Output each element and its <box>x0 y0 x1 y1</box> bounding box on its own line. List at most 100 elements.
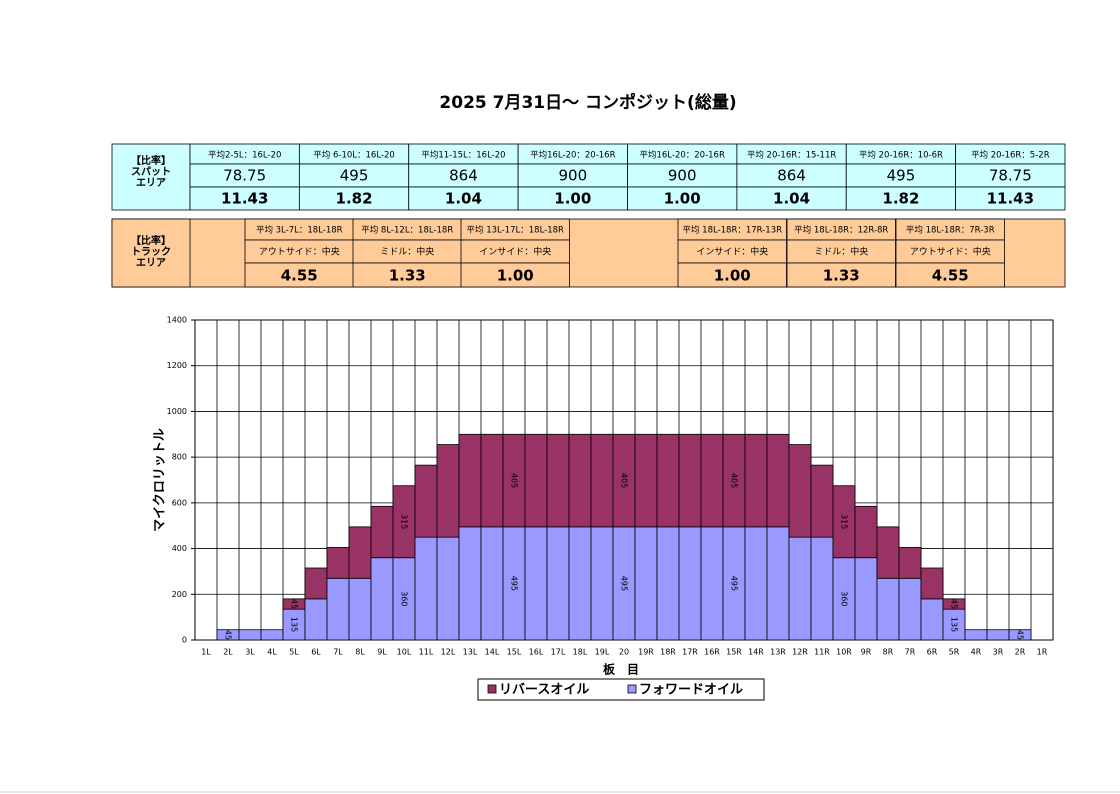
y-tick-label: 600 <box>172 498 187 507</box>
x-tick-label: 17L <box>551 648 566 657</box>
x-tick-label: 12R <box>792 648 808 657</box>
x-tick-label: 10L <box>397 648 412 657</box>
bar-segment <box>590 433 614 528</box>
spot-header: 平均 20-16R：10-6R <box>859 150 943 161</box>
data-label: 45 <box>950 599 959 609</box>
spot-header: 平均16L-20：20-16R <box>639 150 724 161</box>
bar-segment <box>568 526 592 641</box>
legend-label: フォワードオイル <box>639 683 743 698</box>
bar-segment <box>766 526 790 641</box>
bar-segment <box>942 598 966 610</box>
bar-segment <box>656 433 680 528</box>
track-value: 1.00 <box>497 267 534 285</box>
track-value: 1.33 <box>389 267 426 285</box>
bar-segment <box>348 526 372 579</box>
track-header: 平均 13L-17L：18L-18R <box>467 225 565 236</box>
legend-box <box>477 678 765 701</box>
bar-segment <box>238 629 262 641</box>
x-tick-label: 1R <box>1037 648 1048 657</box>
data-label: 315 <box>400 514 409 529</box>
bar-segment <box>326 547 350 579</box>
bar-segment <box>304 598 328 641</box>
x-tick-label: 19L <box>595 648 610 657</box>
spot-header: 平均 20-16R：5-2R <box>971 150 1050 161</box>
x-tick-label: 3L <box>245 648 255 657</box>
bar-segment <box>524 526 548 641</box>
track-value-cell <box>244 262 354 288</box>
track-label: 【比率】 <box>131 234 171 247</box>
spot-label: スパット <box>131 166 171 178</box>
bar-segment <box>744 433 768 528</box>
x-tick-label: 9R <box>861 648 872 657</box>
x-tick-label: 10R <box>836 648 852 657</box>
bar-segment <box>898 547 922 579</box>
spot-value: 495 <box>887 167 916 185</box>
bar-segment <box>304 567 328 600</box>
track-value-cell <box>677 262 787 288</box>
bar-segment <box>700 526 724 641</box>
track-label: エリア <box>136 257 166 269</box>
data-label: 360 <box>840 591 849 606</box>
x-tick-label: 15L <box>507 648 522 657</box>
bar-segment <box>260 629 284 641</box>
track-value-cell <box>460 262 570 288</box>
bar-segment <box>480 526 504 641</box>
x-tick-label: 6L <box>311 648 321 657</box>
y-tick-label: 1000 <box>167 407 187 416</box>
bar-segment <box>744 526 768 641</box>
spot-value: 1.82 <box>336 190 373 208</box>
x-tick-label: 7R <box>905 648 916 657</box>
track-subheader: ミドル：中央 <box>814 246 868 258</box>
data-label: 135 <box>290 617 299 632</box>
data-label: 405 <box>730 473 739 488</box>
bar-segment <box>326 577 350 641</box>
bar-segment <box>854 557 878 641</box>
spot-value: 900 <box>558 167 587 185</box>
bar-segment <box>678 433 702 528</box>
spot-header: 平均11-15L：16L-20 <box>421 150 505 161</box>
legend-label: リバースオイル <box>499 683 589 698</box>
x-tick-label: 2R <box>1015 648 1026 657</box>
x-tick-label: 18R <box>660 648 676 657</box>
data-label: 315 <box>840 514 849 529</box>
x-tick-label: 12L <box>441 648 456 657</box>
y-tick-label: 1200 <box>167 361 187 370</box>
x-tick-label: 19R <box>638 648 654 657</box>
spot-value: 495 <box>340 167 369 185</box>
bar-segment <box>634 433 658 528</box>
bar-segment <box>876 526 900 579</box>
spot-value: 11.43 <box>987 190 1034 208</box>
track-value: 1.33 <box>823 267 860 285</box>
x-tick-label: 11L <box>419 648 434 657</box>
bar-segment <box>854 505 878 559</box>
x-axis-title: 板 目 <box>603 662 639 677</box>
bar-segment <box>524 433 548 528</box>
x-tick-label: 14L <box>485 648 500 657</box>
bar-segment <box>568 433 592 528</box>
bar-segment <box>414 464 438 538</box>
bar-segment <box>964 629 988 641</box>
bar-segment <box>656 526 680 641</box>
y-tick-label: 200 <box>172 590 187 599</box>
bar-segment <box>678 526 702 641</box>
bar-segment <box>590 526 614 641</box>
bar-segment <box>458 433 482 528</box>
bar-segment <box>898 577 922 641</box>
bar-segment <box>920 598 944 641</box>
spot-value: 11.43 <box>221 190 268 208</box>
spot-value: 1.82 <box>882 190 919 208</box>
spot-value: 1.04 <box>773 190 810 208</box>
track-subheader: アウトサイド：中央 <box>259 246 340 258</box>
track-header: 平均 3L-7L：18L-18R <box>256 225 343 236</box>
spot-header: 平均 6-10L：16L-20 <box>313 150 395 161</box>
spot-value: 78.75 <box>223 167 266 185</box>
y-tick-label: 400 <box>172 544 187 553</box>
legend-swatch <box>627 684 637 694</box>
y-tick-label: 1400 <box>167 316 187 325</box>
track-value-cell <box>895 262 1005 288</box>
data-label: 405 <box>510 473 519 488</box>
track-subheader: ミドル：中央 <box>380 246 434 258</box>
spot-value: 78.75 <box>989 167 1032 185</box>
bar-segment <box>788 536 812 641</box>
x-tick-label: 6R <box>927 648 938 657</box>
